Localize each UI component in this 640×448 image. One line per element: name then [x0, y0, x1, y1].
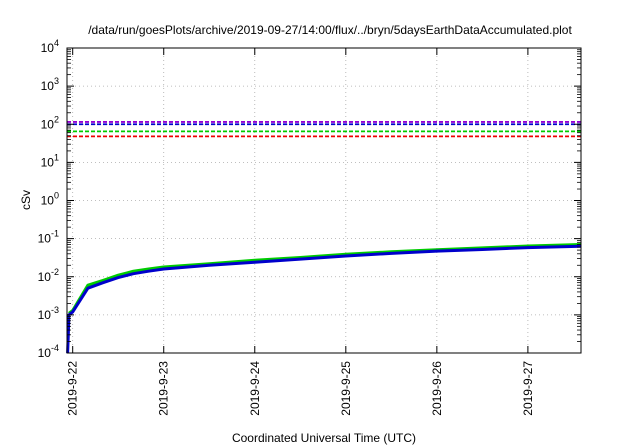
grid	[67, 48, 581, 353]
y-tick-label: 10-2	[38, 267, 59, 284]
x-tick-label: 2019-9-23	[157, 361, 171, 416]
y-axis: 10-4 10-3 10-2 10-1 100 101 102 103 104	[38, 38, 581, 360]
x-tick-label: 2019-9-22	[66, 361, 80, 416]
series-line	[66, 244, 582, 354]
series-line	[68, 243, 582, 315]
y-tick-label: 101	[41, 152, 59, 169]
x-tick-label: 2019-9-26	[430, 361, 444, 416]
reference-lines	[67, 121, 581, 138]
x-tick-label: 2019-9-25	[339, 361, 353, 416]
x-axis: 2019-9-22 2019-9-23 2019-9-24 2019-9-25 2019…	[66, 48, 535, 416]
y-axis-title: cSv	[19, 190, 33, 210]
y-tick-label: 102	[41, 114, 59, 131]
y-tick-label: 104	[41, 38, 59, 55]
series-lines	[66, 243, 582, 354]
y-tick-label: 10-3	[38, 305, 59, 322]
x-tick-label: 2019-9-24	[248, 361, 262, 416]
y-tick-label: 103	[41, 76, 59, 93]
y-tick-label: 10-1	[38, 229, 59, 246]
x-axis-title: Coordinated Universal Time (UTC)	[232, 431, 416, 445]
y-tick-label: 10-4	[38, 343, 59, 360]
chart-title: /data/run/goesPlots/archive/2019-09-27/1…	[88, 23, 572, 37]
x-tick-label: 2019-9-27	[521, 361, 535, 416]
y-tick-label: 100	[41, 191, 59, 208]
